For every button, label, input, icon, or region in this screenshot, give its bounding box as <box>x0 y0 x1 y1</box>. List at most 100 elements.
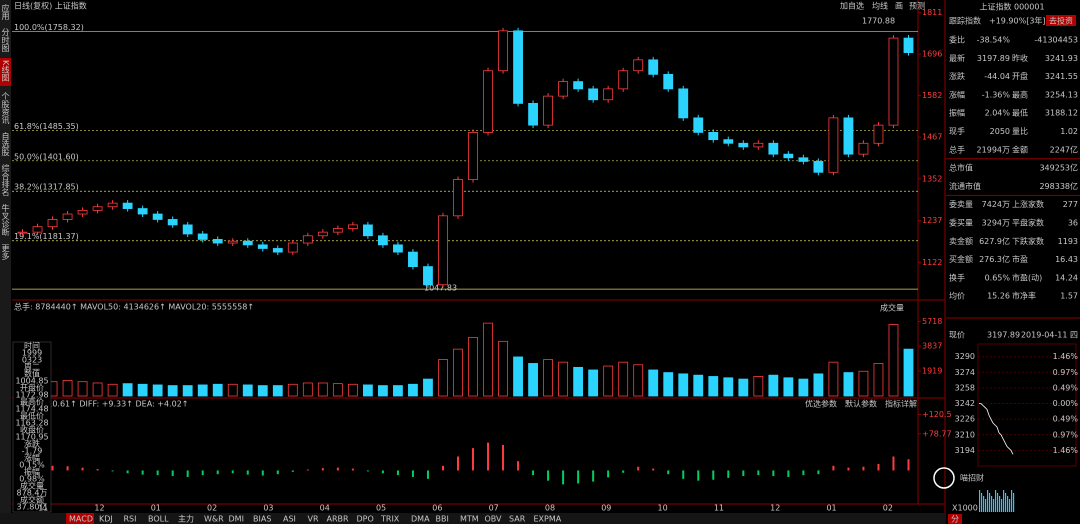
row-value: 15.26 <box>987 292 1010 301</box>
tab[interactable]: DMI <box>229 515 244 524</box>
macd-bar <box>727 470 730 478</box>
volume-bar <box>888 324 899 397</box>
now-value: 3197.89 <box>987 331 1020 340</box>
tab[interactable]: BBI <box>436 515 449 524</box>
volume-bar <box>648 369 659 397</box>
volume-bar <box>858 370 869 397</box>
tab[interactable]: BIAS <box>253 515 271 524</box>
tab[interactable]: VR <box>308 515 319 524</box>
volume-button[interactable]: 成交量 <box>880 303 904 313</box>
macd-button[interactable]: 默认参数 <box>845 399 877 409</box>
top-button[interactable]: 画 <box>895 2 903 11</box>
top-button[interactable]: 均线 <box>872 1 888 11</box>
volume-bar <box>393 385 403 397</box>
candle <box>242 240 253 246</box>
tab[interactable]: BOLL <box>148 515 169 524</box>
candle <box>648 59 659 75</box>
volume-bar <box>242 384 253 397</box>
tab[interactable]: DMA <box>411 515 430 524</box>
volume-bar <box>332 383 343 397</box>
fib-label: 100.0%(1758.32) <box>14 23 84 32</box>
tab[interactable]: MACD <box>69 515 93 524</box>
candle <box>708 131 719 141</box>
tab[interactable]: 分 <box>951 515 959 524</box>
macd-bar <box>757 470 760 476</box>
candle <box>137 208 148 215</box>
tab[interactable]: ARBR <box>327 515 350 524</box>
macd-bar <box>802 470 805 476</box>
macd-button[interactable]: 指标详解 <box>885 399 917 409</box>
tab-active <box>948 514 962 524</box>
tab[interactable]: ASI <box>283 515 296 524</box>
tab[interactable]: MTM <box>460 515 479 524</box>
pct-label: 0.97% <box>1053 368 1079 377</box>
toolbar-item[interactable]: 应用 <box>1 3 10 21</box>
tab[interactable]: DPO <box>357 515 374 524</box>
y-tick-label: 3226 <box>955 415 975 424</box>
volume-bar <box>62 379 73 397</box>
row-value: 3254.13 <box>1045 90 1078 99</box>
macd-bar <box>351 468 354 471</box>
macd-bar <box>502 444 505 471</box>
tab[interactable]: RSI <box>124 515 137 524</box>
y-tick-label: 3210 <box>955 430 975 439</box>
pct-label: 1.46% <box>1053 446 1079 455</box>
tab[interactable]: 主力 <box>178 514 194 524</box>
macd-bar <box>126 470 129 474</box>
volume-bar <box>317 382 328 397</box>
volume-bar <box>438 359 448 397</box>
pct-label: 0.00% <box>1053 399 1079 408</box>
tab-active <box>66 513 94 524</box>
top-button[interactable]: 预测 <box>909 1 925 11</box>
tab[interactable]: W&R <box>204 515 224 524</box>
row-value: 1.02 <box>1060 127 1078 136</box>
volume-bar <box>122 383 133 397</box>
volume-bar <box>618 361 629 397</box>
candle <box>693 117 704 133</box>
candle <box>62 213 73 220</box>
tab[interactable]: EXPMA <box>534 515 562 524</box>
toolbar-item[interactable]: 分时图 <box>1 28 10 53</box>
volume-bar <box>302 382 313 397</box>
tab[interactable]: OBV <box>485 515 503 524</box>
intraday-volume <box>997 493 999 512</box>
candle <box>302 235 313 244</box>
tab[interactable]: KDJ <box>99 515 113 524</box>
macd-bar <box>562 470 565 485</box>
tab[interactable]: TRIX <box>380 515 400 524</box>
track-button[interactable]: 去投资 <box>1049 16 1073 26</box>
tab-bar <box>0 513 945 524</box>
candle <box>858 142 869 155</box>
volume-bar <box>663 372 674 397</box>
y-tick-label: 3258 <box>955 383 975 392</box>
x-tick-label: 03 <box>263 504 273 513</box>
macd-button[interactable]: 优选参数 <box>805 399 837 409</box>
low-label: 1047.83 <box>424 284 457 293</box>
track-value: +19.90%[3年] <box>989 16 1046 26</box>
macd-bar <box>532 470 535 476</box>
macd-bar <box>697 470 700 481</box>
toolbar-item[interactable]: 自选股 <box>1 131 10 157</box>
volume-bar <box>468 337 478 397</box>
macd-bar <box>682 470 685 479</box>
track-button-bg <box>1046 15 1076 26</box>
toolbar-item[interactable]: 牛叉诊断 <box>1 203 10 237</box>
candle <box>738 142 749 148</box>
toolbar-item[interactable]: 更多 <box>1 244 10 261</box>
y-tick-label: 1811 <box>922 8 942 17</box>
volume-bar <box>107 383 118 397</box>
candle <box>678 88 689 119</box>
volume-bar <box>197 384 208 397</box>
toolbar-item[interactable]: 综合排名 <box>1 163 10 197</box>
top-button[interactable]: 加自选 <box>840 1 864 11</box>
y-tick-label: 3837 <box>922 342 942 351</box>
macd-bar <box>66 466 69 471</box>
toolbar-item[interactable]: K线图 <box>1 60 10 82</box>
tab[interactable]: SAR <box>509 515 526 524</box>
volume-bar <box>798 378 809 397</box>
intraday-volume <box>987 490 989 512</box>
candle <box>92 206 103 211</box>
row-value: 1.57 <box>1060 292 1078 301</box>
toolbar-item[interactable]: 个股资讯 <box>1 92 10 125</box>
candle <box>393 244 403 253</box>
